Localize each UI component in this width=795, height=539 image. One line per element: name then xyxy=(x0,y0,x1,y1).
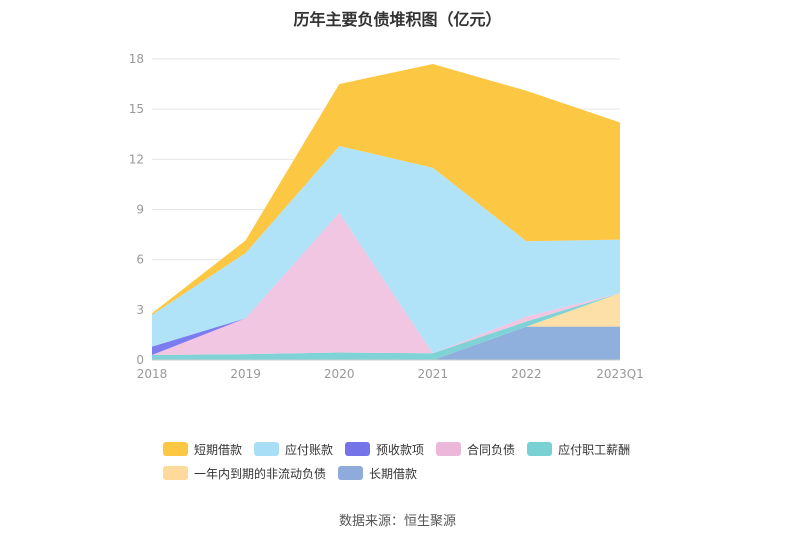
legend-label: 一年内到期的非流动负债 xyxy=(194,466,327,481)
x-tick-label: 2023Q1 xyxy=(596,367,644,381)
area-series xyxy=(152,146,620,354)
legend-label: 合同负债 xyxy=(467,442,516,457)
y-tick-label: 15 xyxy=(129,102,144,116)
legend-swatch xyxy=(163,442,188,456)
y-tick-label: 6 xyxy=(136,253,144,267)
x-tick-label: 2020 xyxy=(324,367,355,381)
legend-swatch xyxy=(345,442,371,456)
legend-item-contract-liabilities[interactable]: 合同负债 xyxy=(436,441,515,458)
legend-swatch xyxy=(436,442,462,456)
legend-swatch xyxy=(527,442,553,456)
legend-item-long-term-loans[interactable]: 长期借款 xyxy=(338,465,417,482)
stacked-areas xyxy=(152,64,620,360)
data-source: 数据来源：恒生聚源 xyxy=(338,514,456,529)
legend-item-current-portion-noncurrent[interactable]: 一年内到期的非流动负债 xyxy=(163,465,326,482)
chart-title: 历年主要负债堆积图（亿元） xyxy=(293,10,502,29)
area-series xyxy=(152,326,620,360)
y-tick-label: 3 xyxy=(136,303,144,317)
y-tick-label: 9 xyxy=(136,203,144,217)
legend-item-advance-receipts[interactable]: 预收款项 xyxy=(345,441,424,458)
x-tick-label: 2018 xyxy=(137,367,168,381)
legend-label: 长期借款 xyxy=(369,466,418,481)
axes: 0 3 6 9 12 15 18 2018 2019 2020 2021 2022 2023Q1 xyxy=(129,52,644,381)
y-tick-label: 12 xyxy=(129,152,144,166)
legend-swatch xyxy=(163,466,188,480)
x-tick-label: 2019 xyxy=(230,367,261,381)
area-series xyxy=(152,212,620,355)
legend-label: 短期借款 xyxy=(194,442,243,457)
legend-label: 应付账款 xyxy=(285,442,334,457)
area-series xyxy=(152,64,620,315)
area-series xyxy=(152,293,620,360)
legend-row: 一年内到期的非流动负债 长期借款 xyxy=(163,461,643,485)
y-tick-label: 18 xyxy=(129,52,144,66)
legend-label: 应付职工薪酬 xyxy=(558,442,631,457)
legend-item-payroll-payable[interactable]: 应付职工薪酬 xyxy=(527,441,630,458)
legend-swatch xyxy=(254,442,280,456)
y-tick-label: 0 xyxy=(136,353,144,367)
chart-legend: 短期借款 应付账款 预收款项 合同负债 应付职工薪酬 一年内到期的非流动负债 长… xyxy=(163,437,643,485)
legend-row: 短期借款 应付账款 预收款项 合同负债 应付职工薪酬 xyxy=(163,437,643,461)
legend-swatch xyxy=(338,466,364,480)
legend-label: 预收款项 xyxy=(376,442,425,457)
legend-item-short-term-loans[interactable]: 短期借款 xyxy=(163,441,242,458)
legend-item-accounts-payable[interactable]: 应付账款 xyxy=(254,441,333,458)
x-tick-label: 2022 xyxy=(511,367,542,381)
x-tick-label: 2021 xyxy=(418,367,449,381)
chart-plot: 0 3 6 9 12 15 18 2018 2019 2020 2021 2022 2023Q1 xyxy=(129,52,644,381)
